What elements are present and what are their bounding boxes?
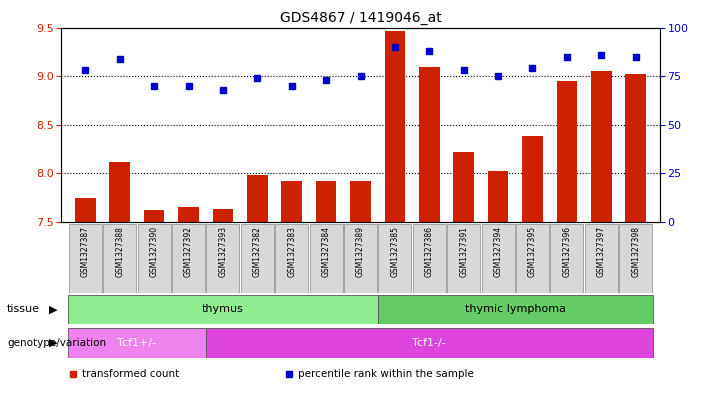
FancyBboxPatch shape <box>68 328 205 358</box>
Text: GSM1327392: GSM1327392 <box>184 226 193 277</box>
FancyBboxPatch shape <box>275 224 308 293</box>
FancyBboxPatch shape <box>205 328 653 358</box>
Bar <box>110 162 130 222</box>
Bar <box>75 198 96 222</box>
Bar <box>213 209 234 222</box>
Text: tissue: tissue <box>7 305 40 314</box>
FancyBboxPatch shape <box>585 224 618 293</box>
Text: GSM1327393: GSM1327393 <box>218 226 227 277</box>
FancyBboxPatch shape <box>344 224 377 293</box>
Text: percentile rank within the sample: percentile rank within the sample <box>298 369 474 379</box>
Text: genotype/variation: genotype/variation <box>7 338 106 348</box>
FancyBboxPatch shape <box>241 224 274 293</box>
Bar <box>143 210 164 222</box>
Text: Tcf1-/-: Tcf1-/- <box>412 338 446 348</box>
Text: Tcf1+/-: Tcf1+/- <box>118 338 156 348</box>
FancyBboxPatch shape <box>516 224 549 293</box>
Bar <box>178 208 199 222</box>
Text: thymic lymphoma: thymic lymphoma <box>465 305 566 314</box>
FancyBboxPatch shape <box>550 224 583 293</box>
Bar <box>591 71 611 222</box>
Text: GSM1327388: GSM1327388 <box>115 226 124 277</box>
Text: GSM1327394: GSM1327394 <box>494 226 503 277</box>
FancyBboxPatch shape <box>138 224 171 293</box>
Text: GSM1327386: GSM1327386 <box>425 226 434 277</box>
Bar <box>487 171 508 222</box>
Text: GSM1327398: GSM1327398 <box>631 226 640 277</box>
Bar <box>625 74 646 222</box>
Bar <box>316 181 337 222</box>
Text: GSM1327384: GSM1327384 <box>322 226 331 277</box>
Text: GSM1327382: GSM1327382 <box>253 226 262 277</box>
Text: transformed count: transformed count <box>82 369 180 379</box>
Text: ▶: ▶ <box>49 338 58 348</box>
FancyBboxPatch shape <box>172 224 205 293</box>
FancyBboxPatch shape <box>379 224 412 293</box>
FancyBboxPatch shape <box>482 224 515 293</box>
Text: GSM1327385: GSM1327385 <box>390 226 399 277</box>
Text: GSM1327389: GSM1327389 <box>356 226 365 277</box>
Text: ▶: ▶ <box>49 305 58 314</box>
Bar <box>454 152 474 222</box>
FancyBboxPatch shape <box>68 295 378 324</box>
FancyBboxPatch shape <box>206 224 239 293</box>
Text: GSM1327396: GSM1327396 <box>562 226 571 277</box>
Bar <box>557 81 578 222</box>
Bar <box>384 31 405 222</box>
Text: GSM1327391: GSM1327391 <box>459 226 468 277</box>
Text: GSM1327395: GSM1327395 <box>528 226 537 277</box>
Text: thymus: thymus <box>202 305 244 314</box>
Text: GSM1327390: GSM1327390 <box>150 226 159 277</box>
Text: GSM1327387: GSM1327387 <box>81 226 90 277</box>
Title: GDS4867 / 1419046_at: GDS4867 / 1419046_at <box>280 11 441 25</box>
FancyBboxPatch shape <box>309 224 342 293</box>
Bar <box>247 175 267 222</box>
FancyBboxPatch shape <box>619 224 653 293</box>
FancyBboxPatch shape <box>103 224 136 293</box>
FancyBboxPatch shape <box>413 224 446 293</box>
Bar <box>281 181 302 222</box>
Bar <box>419 67 440 222</box>
Text: GSM1327383: GSM1327383 <box>287 226 296 277</box>
Bar <box>350 181 371 222</box>
FancyBboxPatch shape <box>378 295 653 324</box>
Text: GSM1327397: GSM1327397 <box>597 226 606 277</box>
Bar <box>522 136 543 222</box>
FancyBboxPatch shape <box>447 224 480 293</box>
FancyBboxPatch shape <box>68 224 102 293</box>
